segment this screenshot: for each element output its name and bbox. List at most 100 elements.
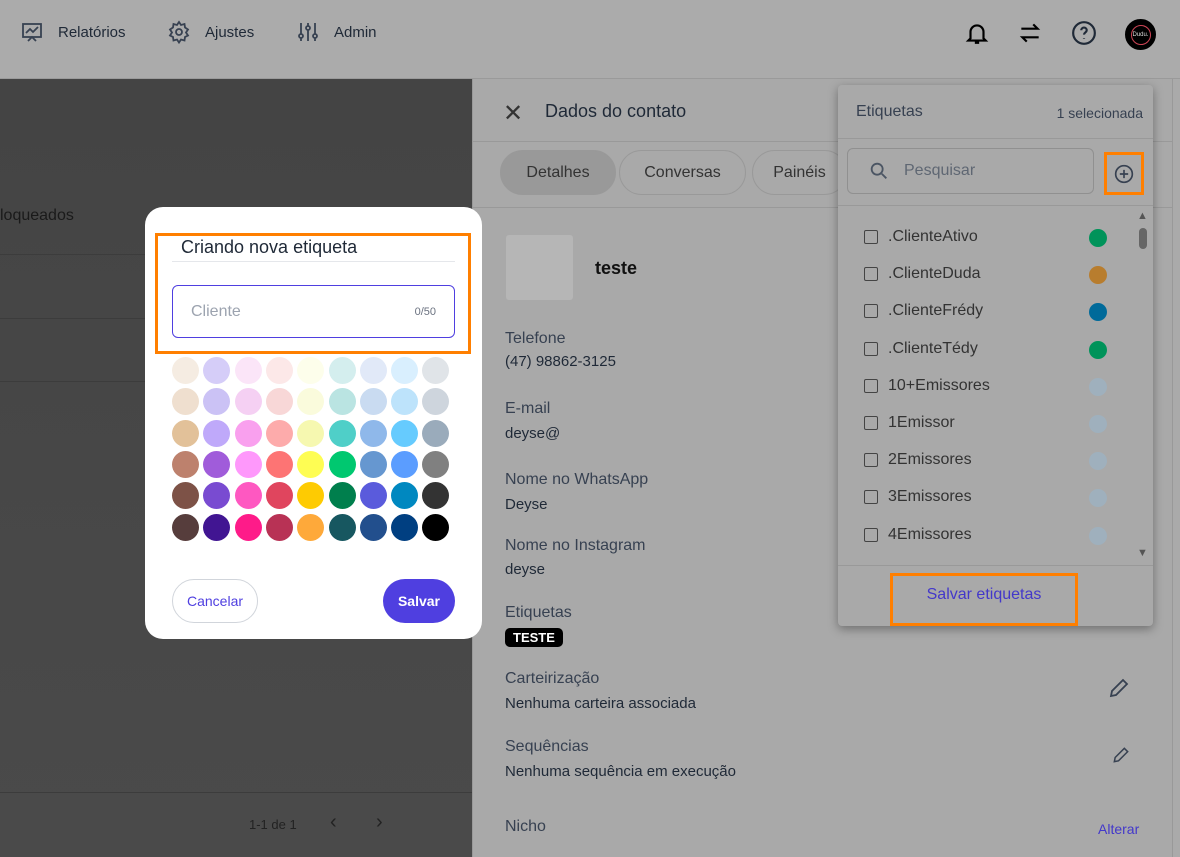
color-swatch[interactable] — [391, 450, 419, 478]
tag-name-input[interactable]: Cliente 0/50 — [172, 285, 455, 338]
user-avatar[interactable]: Dudu. — [1125, 19, 1156, 50]
color-swatch[interactable] — [203, 450, 231, 478]
color-swatch[interactable] — [422, 513, 450, 541]
tag-list-item[interactable]: .ClienteTédy — [864, 340, 978, 358]
close-icon[interactable]: ✕ — [503, 100, 524, 127]
color-swatch[interactable] — [203, 419, 231, 447]
color-swatch[interactable] — [297, 450, 325, 478]
color-swatch[interactable] — [203, 357, 231, 384]
color-swatch[interactable] — [265, 357, 293, 384]
color-swatch[interactable] — [265, 513, 293, 541]
save-button[interactable]: Salvar — [383, 579, 455, 623]
color-swatch[interactable] — [391, 357, 419, 384]
color-swatch[interactable] — [234, 419, 262, 447]
color-swatch[interactable] — [234, 450, 262, 478]
color-swatch[interactable] — [328, 419, 356, 447]
color-swatch[interactable] — [172, 450, 199, 478]
char-counter: 0/50 — [414, 305, 436, 318]
email-value: deyse@ — [505, 425, 561, 442]
color-swatch[interactable] — [359, 513, 387, 541]
nav-relatorios[interactable]: Relatórios — [20, 20, 126, 44]
color-swatch[interactable] — [359, 482, 387, 510]
color-swatch[interactable] — [203, 513, 231, 541]
next-page-button[interactable]: › — [376, 811, 383, 833]
color-swatch[interactable] — [297, 513, 325, 541]
tag-list-item[interactable]: 2Emissores — [864, 451, 972, 469]
panel-scrollbar[interactable] — [1172, 79, 1180, 857]
color-swatch[interactable] — [359, 357, 387, 384]
color-swatch[interactable] — [391, 482, 419, 510]
help-icon[interactable] — [1071, 20, 1097, 46]
tag-list-item[interactable]: 4Emissores — [864, 526, 972, 544]
checkbox[interactable] — [864, 416, 878, 430]
color-swatch[interactable] — [391, 419, 419, 447]
color-swatch[interactable] — [297, 388, 325, 416]
color-swatch[interactable] — [328, 357, 356, 384]
color-swatch[interactable] — [328, 513, 356, 541]
checkbox[interactable] — [864, 490, 878, 505]
add-tag-button[interactable] — [1104, 152, 1144, 195]
color-swatch[interactable] — [234, 388, 262, 416]
color-swatch[interactable] — [172, 419, 199, 447]
color-swatch[interactable] — [359, 450, 387, 478]
color-swatch[interactable] — [391, 388, 419, 416]
edit-wallet-pencil-icon[interactable] — [1107, 676, 1131, 700]
nav-ajustes[interactable]: Ajustes — [167, 20, 254, 44]
tab-detalhes[interactable]: Detalhes — [500, 150, 616, 195]
color-swatch[interactable] — [172, 482, 199, 510]
color-swatch[interactable] — [234, 513, 262, 541]
color-swatch[interactable] — [234, 357, 262, 384]
edit-sequences-pencil-icon[interactable] — [1111, 745, 1131, 765]
color-swatch[interactable] — [234, 482, 262, 510]
switch-arrows-icon[interactable] — [1017, 20, 1043, 46]
color-swatch[interactable] — [359, 388, 387, 416]
color-swatch[interactable] — [422, 482, 450, 510]
tag-search-input[interactable]: Pesquisar — [847, 148, 1094, 194]
scroll-up-arrow[interactable]: ▲ — [1137, 210, 1148, 222]
checkbox[interactable] — [864, 341, 878, 356]
color-swatch[interactable] — [172, 357, 199, 384]
tag-list-item[interactable]: 10+Emissores — [864, 377, 990, 395]
color-swatch[interactable] — [297, 419, 325, 447]
tag-list-item[interactable]: .ClienteAtivo — [864, 228, 978, 246]
color-swatch[interactable] — [328, 482, 356, 510]
tab-paineis[interactable]: Painéis — [752, 150, 847, 195]
tag-list-item[interactable]: 3Emissores — [864, 488, 972, 506]
tag-list-scrollbar-thumb[interactable] — [1139, 228, 1147, 249]
color-swatch[interactable] — [328, 450, 356, 478]
color-swatch[interactable] — [265, 482, 293, 510]
color-swatch[interactable] — [265, 450, 293, 478]
tag-list-item[interactable]: .ClienteFrédy — [864, 302, 983, 320]
color-swatch[interactable] — [297, 482, 325, 510]
color-swatch[interactable] — [422, 357, 450, 384]
color-swatch[interactable] — [172, 388, 199, 416]
color-swatch[interactable] — [203, 388, 231, 416]
color-swatch[interactable] — [391, 513, 419, 541]
color-swatch[interactable] — [422, 388, 450, 416]
color-swatch[interactable] — [422, 450, 450, 478]
color-swatch[interactable] — [422, 419, 450, 447]
checkbox[interactable] — [864, 453, 878, 468]
color-swatch[interactable] — [172, 513, 199, 541]
tab-conversas[interactable]: Conversas — [619, 150, 746, 195]
nav-admin[interactable]: Admin — [296, 20, 377, 44]
color-swatch[interactable] — [328, 388, 356, 416]
color-swatch[interactable] — [265, 388, 293, 416]
save-tags-button[interactable]: Salvar etiquetas — [890, 573, 1078, 626]
checkbox[interactable] — [864, 267, 878, 282]
cancel-button[interactable]: Cancelar — [172, 579, 258, 623]
color-swatch[interactable] — [297, 357, 325, 384]
color-swatch[interactable] — [203, 482, 231, 510]
tag-list-item[interactable]: 1Emissor — [864, 414, 955, 432]
checkbox[interactable] — [864, 304, 878, 319]
color-swatch[interactable] — [359, 419, 387, 447]
prev-page-button[interactable]: ‹ — [330, 811, 337, 833]
color-swatch[interactable] — [265, 419, 293, 447]
tag-list-item[interactable]: .ClienteDuda — [864, 265, 981, 283]
checkbox[interactable] — [864, 378, 878, 393]
checkbox[interactable] — [864, 230, 878, 244]
alterar-niche-link[interactable]: Alterar — [1098, 821, 1140, 837]
checkbox[interactable] — [864, 527, 878, 542]
bell-icon[interactable] — [964, 20, 990, 46]
scroll-down-arrow[interactable]: ▼ — [1137, 547, 1148, 559]
